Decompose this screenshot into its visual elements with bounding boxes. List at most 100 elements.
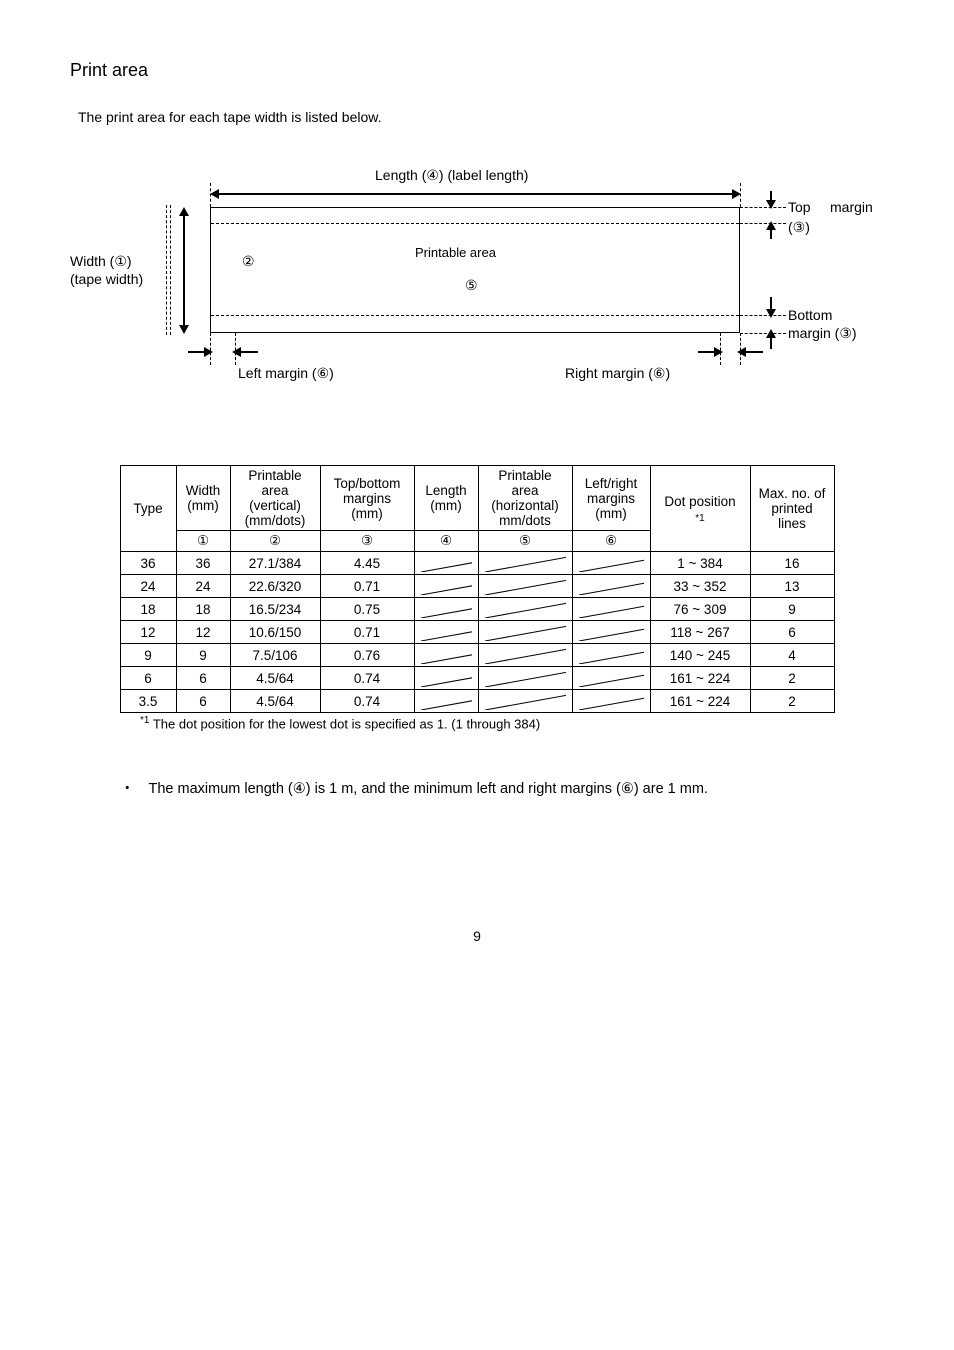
cell-tb: 4.45	[320, 552, 414, 575]
bullet-note: ・ The maximum length (④) is 1 m, and the…	[120, 771, 884, 807]
cell-printable-h	[478, 644, 572, 667]
cell-printable-v: 4.5/64	[230, 690, 320, 713]
cell-lr	[572, 644, 650, 667]
cell-lr	[572, 552, 650, 575]
th-tb-margins: Top/bottom margins (mm)	[320, 466, 414, 531]
top-margin-label-1: Top	[788, 199, 811, 215]
bottom-margin-label-2: margin (③)	[788, 325, 857, 342]
cell-length	[414, 667, 478, 690]
cell-lines: 2	[750, 667, 834, 690]
bullet-text: The maximum length (④) is 1 m, and the m…	[149, 771, 708, 807]
table-row: 121210.6/1500.71118 ~ 2676	[120, 621, 834, 644]
cell-dot: 118 ~ 267	[650, 621, 750, 644]
cell-printable-h	[478, 621, 572, 644]
cell-printable-v: 10.6/150	[230, 621, 320, 644]
th-colnum-4: ④	[414, 531, 478, 552]
th-length: Length (mm)	[414, 466, 478, 531]
cell-printable-v: 27.1/384	[230, 552, 320, 575]
cell-type: 18	[120, 598, 176, 621]
cell-printable-h	[478, 575, 572, 598]
cell-length	[414, 598, 478, 621]
footnote-marker: *1	[140, 715, 149, 726]
right-margin-label: Right margin (⑥)	[565, 365, 670, 382]
cell-type: 36	[120, 552, 176, 575]
cell-width: 9	[176, 644, 230, 667]
cell-lines: 13	[750, 575, 834, 598]
width-label-2: (tape width)	[70, 271, 143, 287]
print-area-diagram: Width (①) (tape width) ② Printable area …	[70, 165, 890, 395]
cell-lr	[572, 667, 650, 690]
cell-dot: 161 ~ 224	[650, 690, 750, 713]
cell-lines: 2	[750, 690, 834, 713]
table-row: 664.5/640.74161 ~ 2242	[120, 667, 834, 690]
cell-width: 6	[176, 667, 230, 690]
th-colnum-2: ②	[230, 531, 320, 552]
section-title: Print area	[70, 60, 884, 81]
cell-type: 3.5	[120, 690, 176, 713]
th-colnum-3: ③	[320, 531, 414, 552]
cell-dot: 33 ~ 352	[650, 575, 750, 598]
th-colnum-6: ⑥	[572, 531, 650, 552]
cell-printable-h	[478, 690, 572, 713]
printable-area-label: Printable area	[415, 245, 496, 260]
page-number: 9	[70, 928, 884, 944]
cell-type: 12	[120, 621, 176, 644]
cell-type: 24	[120, 575, 176, 598]
cell-width: 6	[176, 690, 230, 713]
table-row: 242422.6/3200.7133 ~ 35213	[120, 575, 834, 598]
cell-lines: 9	[750, 598, 834, 621]
cell-tb: 0.74	[320, 690, 414, 713]
th-type: Type	[120, 466, 176, 552]
cell-width: 18	[176, 598, 230, 621]
cell-lr	[572, 598, 650, 621]
bullet-dot: ・	[120, 771, 135, 807]
th-dot-pos-text: Dot position	[664, 494, 735, 509]
length-label: Length (④) (label length)	[375, 167, 528, 184]
bottom-margin-label-1: Bottom	[788, 307, 832, 323]
circled-2: ②	[242, 253, 255, 270]
cell-lr	[572, 690, 650, 713]
table-row: 997.5/1060.76140 ~ 2454	[120, 644, 834, 667]
cell-lines: 16	[750, 552, 834, 575]
width-label-1: Width (①)	[70, 253, 132, 270]
cell-printable-v: 4.5/64	[230, 667, 320, 690]
th-colnum-5: ⑤	[478, 531, 572, 552]
cell-length	[414, 575, 478, 598]
cell-lr	[572, 621, 650, 644]
cell-printable-h	[478, 667, 572, 690]
cell-printable-h	[478, 552, 572, 575]
cell-lines: 6	[750, 621, 834, 644]
th-dot-pos: Dot position *1	[650, 466, 750, 552]
cell-printable-v: 22.6/320	[230, 575, 320, 598]
cell-tb: 0.75	[320, 598, 414, 621]
spec-table: Type Width (mm) Printable area (vertical…	[120, 465, 835, 713]
cell-printable-v: 7.5/106	[230, 644, 320, 667]
cell-length	[414, 621, 478, 644]
cell-dot: 1 ~ 384	[650, 552, 750, 575]
footnote-text: The dot position for the lowest dot is s…	[153, 716, 540, 731]
top-margin-label-2: margin	[830, 199, 873, 215]
cell-tb: 0.71	[320, 575, 414, 598]
table-row: 363627.1/3844.451 ~ 38416	[120, 552, 834, 575]
th-width: Width (mm)	[176, 466, 230, 531]
th-lr-margins: Left/right margins (mm)	[572, 466, 650, 531]
th-printable-v: Printable area (vertical) (mm/dots)	[230, 466, 320, 531]
cell-lr	[572, 575, 650, 598]
th-colnum-1: ①	[176, 531, 230, 552]
table-row: 3.564.5/640.74 161 ~ 2242	[120, 690, 834, 713]
cell-tb: 0.74	[320, 667, 414, 690]
cell-printable-h	[478, 598, 572, 621]
cell-width: 12	[176, 621, 230, 644]
cell-width: 36	[176, 552, 230, 575]
table-row: 181816.5/2340.7576 ~ 3099	[120, 598, 834, 621]
cell-width: 24	[176, 575, 230, 598]
th-printable-h: Printable area (horizontal) mm/dots	[478, 466, 572, 531]
cell-length	[414, 690, 478, 713]
left-margin-label: Left margin (⑥)	[238, 365, 334, 382]
intro-text: The print area for each tape width is li…	[78, 109, 884, 125]
cell-length	[414, 552, 478, 575]
cell-tb: 0.76	[320, 644, 414, 667]
top-margin-label-3: (③)	[788, 219, 810, 236]
cell-printable-v: 16.5/234	[230, 598, 320, 621]
cell-type: 9	[120, 644, 176, 667]
